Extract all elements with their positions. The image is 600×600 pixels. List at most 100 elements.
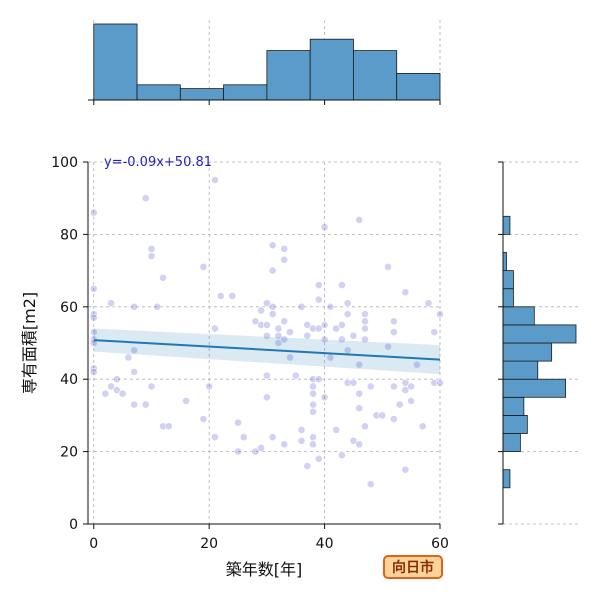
scatter-point (182, 397, 190, 405)
scatter-point (268, 310, 277, 318)
scatter-points (89, 176, 444, 489)
scatter-point (297, 425, 306, 434)
scatter-point (309, 440, 317, 449)
top-hist-bar (396, 73, 441, 101)
scatter-point (343, 378, 352, 387)
right-hist-bar (502, 396, 525, 416)
scatter-point (338, 335, 346, 344)
scatter-point (130, 346, 139, 355)
scatter-point (89, 368, 98, 376)
y-tick-label: 80 (60, 227, 78, 243)
scatter-point (274, 324, 283, 333)
scatter-point (309, 389, 317, 398)
regression-equation: y=-0.09x+50.81 (104, 155, 212, 170)
confidence-band (93, 328, 440, 375)
scatter-point (355, 389, 364, 398)
scatter-point (228, 292, 237, 300)
scatter-point (262, 299, 271, 308)
scatter-point (234, 418, 242, 427)
scatter-point (153, 302, 162, 311)
scatter-point (107, 299, 115, 308)
scatter-point (205, 382, 214, 391)
scatter-point (262, 331, 271, 340)
scatter-point (101, 389, 110, 398)
scatter-point (338, 451, 346, 460)
scatter-point (320, 335, 329, 344)
scatter-point (384, 263, 392, 271)
scatter-point (361, 422, 369, 431)
scatter-point (436, 310, 444, 318)
right-hist-bar (502, 288, 514, 308)
right-hist-bar (502, 469, 511, 489)
scatter-point (401, 386, 410, 394)
scatter-point (366, 480, 375, 489)
scatter-point (280, 440, 289, 449)
scatter-point (257, 320, 266, 329)
right-hist-bar (502, 215, 511, 235)
top-hist-bar (223, 84, 268, 101)
scatter-point (141, 194, 150, 203)
right-hist-bar (502, 360, 539, 380)
scatter-point (355, 216, 364, 224)
top-hist-bar (179, 88, 225, 101)
scatter-point (280, 335, 289, 344)
y-tick-label: 40 (60, 372, 78, 388)
scatter-point (355, 440, 364, 449)
scatter-point (314, 295, 323, 304)
city-badge: 向日市 (383, 555, 443, 579)
scatter-point (89, 339, 98, 347)
scatter-point (378, 411, 387, 420)
scatter-point (159, 422, 167, 431)
scatter-point (338, 281, 346, 289)
scatter-point (338, 320, 346, 329)
scatter-point (349, 331, 358, 340)
regression-band (93, 328, 441, 375)
x-tick-label: 60 (431, 536, 449, 552)
scatter-point (389, 382, 398, 391)
right-hist-bar (502, 270, 514, 290)
scatter-point (280, 317, 289, 326)
scatter-point (309, 433, 317, 442)
scatter-point (430, 328, 439, 337)
scatter-point (389, 328, 398, 337)
y-tick-label: 0 (69, 517, 78, 533)
right-hist-bar (502, 324, 577, 344)
scatter-point (309, 400, 317, 409)
scatter-point (211, 176, 219, 184)
top-hist-bar (136, 84, 181, 101)
scatter-point (268, 302, 277, 311)
scatter-point (424, 299, 433, 308)
scatter-point (211, 433, 219, 442)
scatter-point (107, 382, 115, 391)
scatter-point (280, 244, 289, 253)
scatter-point (268, 241, 277, 250)
top-hist-bar (93, 23, 138, 101)
scatter-point (211, 324, 219, 333)
scatter-point (314, 375, 323, 384)
top-hist-bar (353, 50, 398, 101)
scatter-point (326, 302, 335, 311)
scatter-point (389, 415, 398, 423)
scatter-point (430, 378, 439, 387)
scatter-point (407, 382, 416, 391)
scatter-point (216, 292, 225, 300)
scatter-point (418, 422, 427, 431)
scatter-point (234, 447, 242, 456)
scatter-point (262, 371, 271, 380)
regression-line (93, 339, 441, 361)
scatter-point (268, 266, 277, 275)
scatter-point (372, 411, 381, 420)
scatter-point (130, 368, 139, 376)
scatter-point (280, 255, 289, 264)
right-hist-bar (502, 342, 553, 362)
scatter-point (286, 353, 294, 362)
scatter-point (303, 320, 312, 329)
scatter-point (164, 422, 173, 431)
x-tick-label: 40 (316, 536, 334, 552)
scatter-point (297, 436, 306, 445)
scatter-point (147, 252, 156, 261)
scatter-point (89, 208, 98, 217)
right-hist-bar (502, 433, 521, 453)
scatter-point (251, 317, 260, 326)
